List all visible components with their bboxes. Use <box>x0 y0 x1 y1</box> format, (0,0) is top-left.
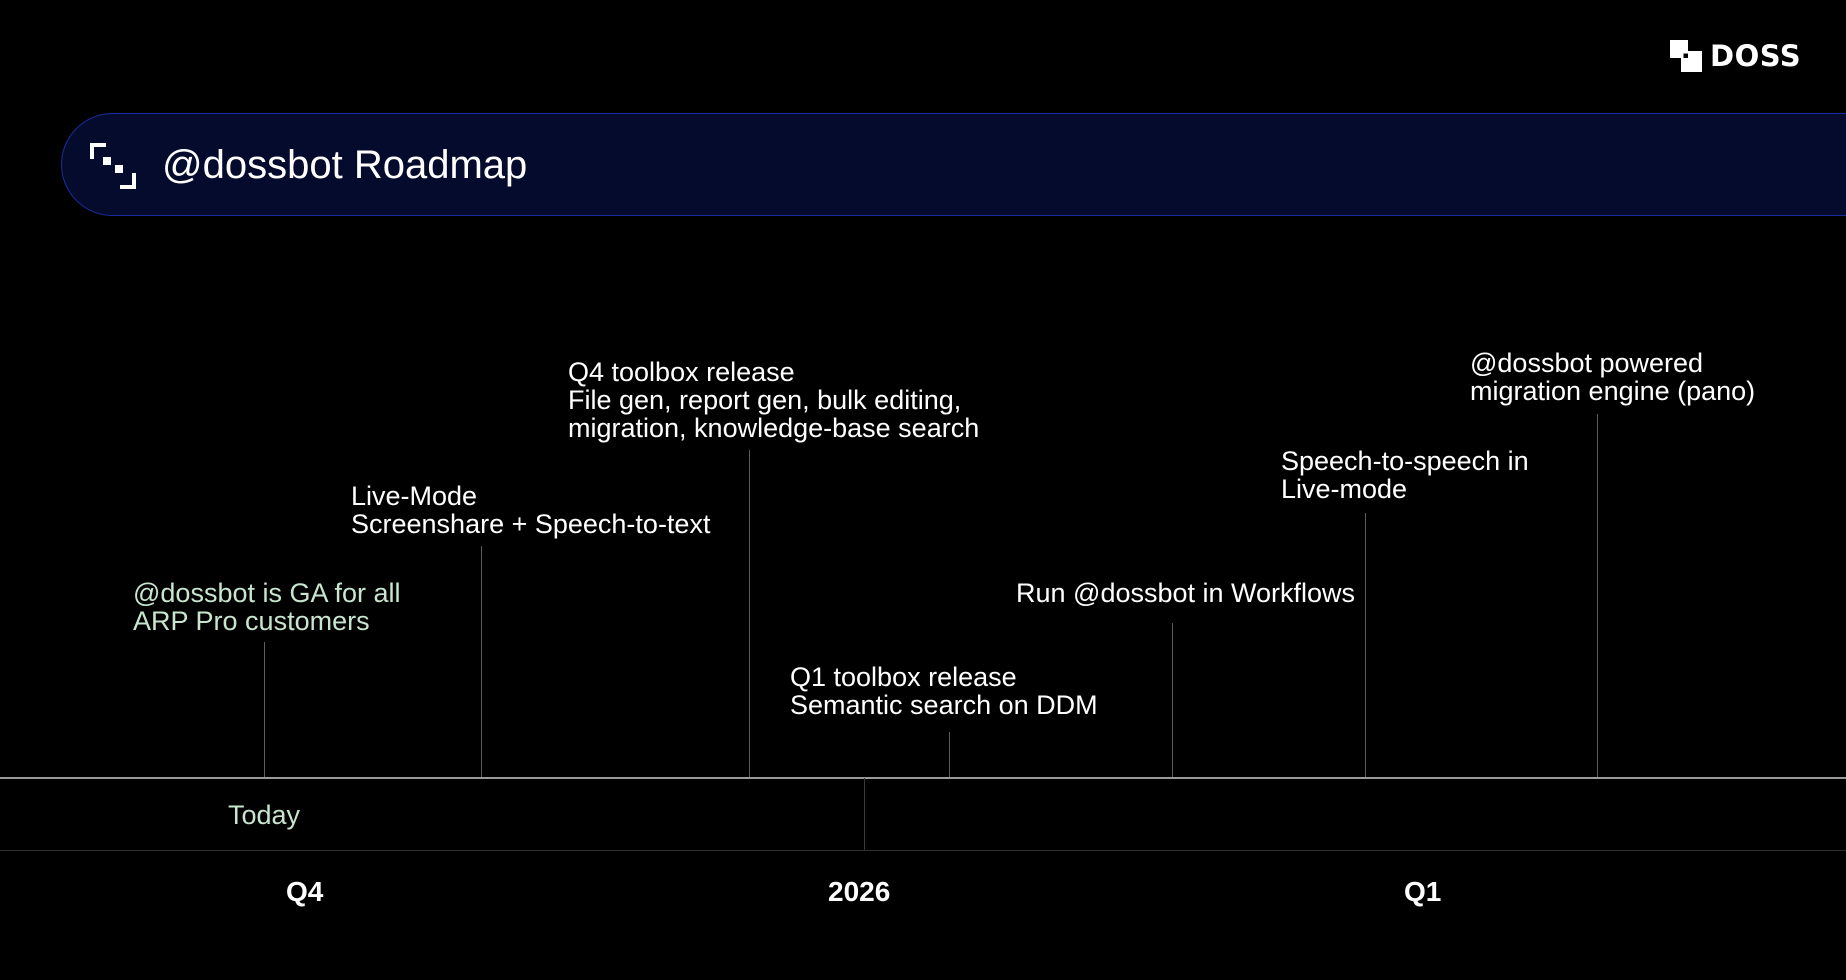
milestone-speech-to-speech-label: Speech-to-speech in Live-mode <box>1281 447 1529 503</box>
milestone-line: @dossbot is GA for all <box>133 578 401 608</box>
milestone-q1-toolbox-label: Q1 toolbox release Semantic search on DD… <box>790 663 1098 719</box>
milestone-stem <box>264 642 265 777</box>
milestone-line: Screenshare + Speech-to-text <box>351 509 711 539</box>
milestone-line: File gen, report gen, bulk editing, <box>568 385 962 415</box>
milestone-stem <box>1365 513 1366 777</box>
milestone-line: Q1 toolbox release <box>790 662 1017 692</box>
milestone-line: migration engine (pano) <box>1470 376 1756 406</box>
timeline-axis <box>0 777 1846 779</box>
milestone-workflows-label: Run @dossbot in Workflows <box>1016 579 1355 607</box>
period-label-q1: Q1 <box>1404 876 1442 907</box>
milestone-line: ARP Pro customers <box>133 606 370 636</box>
milestone-q4-toolbox-label: Q4 toolbox release File gen, report gen,… <box>568 358 979 442</box>
timeline-row-divider <box>0 850 1846 851</box>
period-label-2026: 2026 <box>828 876 891 907</box>
doss-logo: DOSS <box>1670 40 1801 72</box>
milestone-stem <box>949 732 950 777</box>
milestone-line: Semantic search on DDM <box>790 690 1098 720</box>
milestone-migration-engine-label: @dossbot powered migration engine (pano) <box>1470 349 1755 405</box>
milestone-stem <box>481 546 482 777</box>
milestone-line: Live-Mode <box>351 481 478 511</box>
doss-logo-icon <box>1670 40 1702 72</box>
logo-text: DOSS <box>1710 38 1802 73</box>
milestone-line: Run @dossbot in Workflows <box>1016 578 1356 608</box>
milestone-line: Q4 toolbox release <box>568 357 795 387</box>
milestone-stem <box>1172 623 1173 777</box>
milestone-line: migration, knowledge-base search <box>568 413 980 443</box>
milestone-live-mode-label: Live-Mode Screenshare + Speech-to-text <box>351 482 710 538</box>
milestone-line: Speech-to-speech in <box>1281 446 1529 476</box>
bracket-frame-icon <box>90 143 136 189</box>
year-divider <box>864 778 865 851</box>
milestone-line: @dossbot powered <box>1470 348 1704 378</box>
milestone-line: Live-mode <box>1281 474 1408 504</box>
milestone-stem <box>1597 414 1598 777</box>
milestone-ga-label: @dossbot is GA for all ARP Pro customers <box>133 579 401 635</box>
page-title: @dossbot Roadmap <box>162 143 528 187</box>
title-banner <box>61 113 1846 216</box>
today-marker-label: Today <box>228 800 301 830</box>
milestone-stem <box>749 450 750 777</box>
period-label-q4: Q4 <box>286 876 324 907</box>
